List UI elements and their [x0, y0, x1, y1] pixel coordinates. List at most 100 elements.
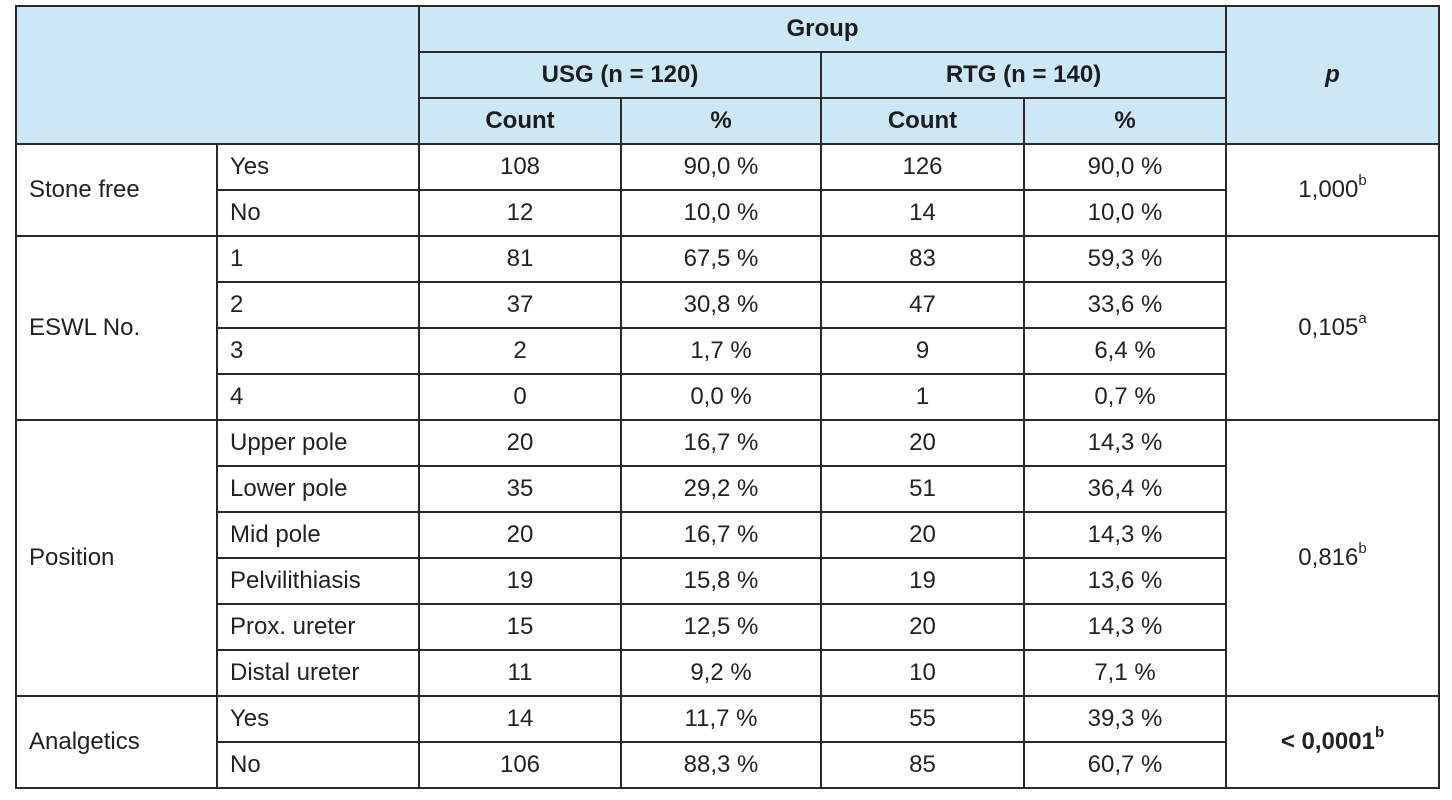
row-label: No — [216, 741, 420, 789]
header-empty-cell — [15, 5, 420, 145]
table-row: 3 2 1,7 % 9 6,4 % — [16, 327, 1439, 375]
p-value-cell: 1,000b — [1225, 143, 1440, 237]
rtg-count-cell: 9 — [820, 327, 1025, 375]
section-label: Analgetics — [15, 695, 218, 789]
table-row: Prox. ureter 15 12,5 % 20 14,3 % — [16, 603, 1439, 651]
table-row: Lower pole 35 29,2 % 51 36,4 % — [16, 465, 1439, 513]
table-row: 4 0 0,0 % 1 0,7 % — [16, 373, 1439, 421]
usg-percent-cell: 0,0 % — [620, 373, 822, 421]
p-value-superscript: b — [1358, 172, 1367, 189]
usg-count-cell: 106 — [418, 741, 622, 789]
header-usg-count: Count — [418, 97, 622, 145]
section-label: Position — [15, 419, 218, 697]
header-rtg-percent: % — [1023, 97, 1227, 145]
rtg-percent-cell: 7,1 % — [1023, 649, 1227, 697]
row-label: 3 — [216, 327, 420, 375]
usg-percent-cell: 11,7 % — [620, 695, 822, 743]
row-label: Prox. ureter — [216, 603, 420, 651]
usg-count-cell: 108 — [418, 143, 622, 191]
usg-count-cell: 14 — [418, 695, 622, 743]
usg-percent-cell: 1,7 % — [620, 327, 822, 375]
rtg-percent-cell: 13,6 % — [1023, 557, 1227, 605]
rtg-percent-cell: 0,7 % — [1023, 373, 1227, 421]
rtg-percent-cell: 60,7 % — [1023, 741, 1227, 789]
usg-count-cell: 12 — [418, 189, 622, 237]
rtg-count-cell: 19 — [820, 557, 1025, 605]
rtg-count-cell: 51 — [820, 465, 1025, 513]
usg-percent-cell: 90,0 % — [620, 143, 822, 191]
header-usg-percent: % — [620, 97, 822, 145]
table-body: Stone free Yes 108 90,0 % 126 90,0 % 1,000b No 1… — [15, 143, 1440, 789]
p-value: 0,105 — [1298, 314, 1359, 341]
header-group: Group — [418, 5, 1227, 53]
header-usg: USG (n = 120) — [418, 51, 822, 99]
table-row: Position Upper pole 20 16,7 % 20 14,3 % 0,816b — [15, 419, 1440, 697]
usg-percent-cell: 10,0 % — [620, 189, 822, 237]
rtg-count-cell: 47 — [820, 281, 1025, 329]
rtg-count-cell: 126 — [820, 143, 1025, 191]
table-row: ESWL No. 1 81 67,5 % 83 59,3 % 0,105a — [15, 235, 1440, 421]
row-label: Yes — [216, 695, 420, 743]
usg-count-cell: 11 — [418, 649, 622, 697]
p-value: 0,816 — [1298, 544, 1359, 571]
rtg-count-cell: 20 — [820, 419, 1025, 467]
usg-count-cell: 15 — [418, 603, 622, 651]
header-row-metrics: Count % Count % — [16, 97, 1439, 145]
table-row: Analgetics Yes 14 11,7 % 55 39,3 % < 0,0001b — [15, 695, 1440, 789]
row-label: Upper pole — [216, 419, 420, 467]
p-value: 1,000 — [1298, 176, 1359, 203]
rtg-count-cell: 20 — [820, 511, 1025, 559]
table-row: 2 37 30,8 % 47 33,6 % — [16, 281, 1439, 329]
rtg-percent-cell: 39,3 % — [1023, 695, 1227, 743]
row-label: Yes — [216, 143, 420, 191]
p-value: < 0,0001 — [1280, 728, 1375, 755]
table-row: Distal ureter 11 9,2 % 10 7,1 % — [16, 649, 1439, 697]
rtg-percent-cell: 33,6 % — [1023, 281, 1227, 329]
header-row-group: Group p — [15, 5, 1440, 145]
row-label: Pelvilithiasis — [216, 557, 420, 605]
table-row: Stone free Yes 108 90,0 % 126 90,0 % 1,000b — [15, 143, 1440, 237]
table-row: Pelvilithiasis 19 15,8 % 19 13,6 % — [16, 557, 1439, 605]
rtg-percent-cell: 14,3 % — [1023, 419, 1227, 467]
p-value-superscript: b — [1358, 540, 1367, 557]
header-row-groups: USG (n = 120) RTG (n = 140) — [16, 51, 1439, 99]
table-header: Group p USG (n = 120) RTG (n = 140) Coun… — [15, 5, 1440, 145]
usg-percent-cell: 67,5 % — [620, 235, 822, 283]
rtg-percent-cell: 36,4 % — [1023, 465, 1227, 513]
table-row: Mid pole 20 16,7 % 20 14,3 % — [16, 511, 1439, 559]
usg-percent-cell: 16,7 % — [620, 511, 822, 559]
usg-percent-cell: 88,3 % — [620, 741, 822, 789]
header-rtg-count: Count — [820, 97, 1025, 145]
row-label: 1 — [216, 235, 420, 283]
usg-percent-cell: 16,7 % — [620, 419, 822, 467]
usg-percent-cell: 9,2 % — [620, 649, 822, 697]
p-value-superscript: b — [1374, 724, 1385, 741]
rtg-count-cell: 85 — [820, 741, 1025, 789]
rtg-percent-cell: 59,3 % — [1023, 235, 1227, 283]
table-row: No 12 10,0 % 14 10,0 % — [16, 189, 1439, 237]
usg-count-cell: 81 — [418, 235, 622, 283]
row-label: Mid pole — [216, 511, 420, 559]
row-label: 2 — [216, 281, 420, 329]
rtg-count-cell: 55 — [820, 695, 1025, 743]
rtg-count-cell: 1 — [820, 373, 1025, 421]
rtg-percent-cell: 10,0 % — [1023, 189, 1227, 237]
usg-count-cell: 20 — [418, 419, 622, 467]
section-label: Stone free — [15, 143, 218, 237]
rtg-percent-cell: 14,3 % — [1023, 511, 1227, 559]
results-table: Group p USG (n = 120) RTG (n = 140) Coun… — [15, 5, 1440, 789]
usg-count-cell: 0 — [418, 373, 622, 421]
rtg-count-cell: 14 — [820, 189, 1025, 237]
row-label: Distal ureter — [216, 649, 420, 697]
usg-percent-cell: 29,2 % — [620, 465, 822, 513]
usg-percent-cell: 30,8 % — [620, 281, 822, 329]
usg-count-cell: 35 — [418, 465, 622, 513]
rtg-count-cell: 83 — [820, 235, 1025, 283]
usg-count-cell: 20 — [418, 511, 622, 559]
usg-count-cell: 37 — [418, 281, 622, 329]
p-value-superscript: a — [1358, 310, 1367, 327]
header-rtg: RTG (n = 140) — [820, 51, 1227, 99]
row-label: No — [216, 189, 420, 237]
usg-count-cell: 2 — [418, 327, 622, 375]
usg-percent-cell: 12,5 % — [620, 603, 822, 651]
